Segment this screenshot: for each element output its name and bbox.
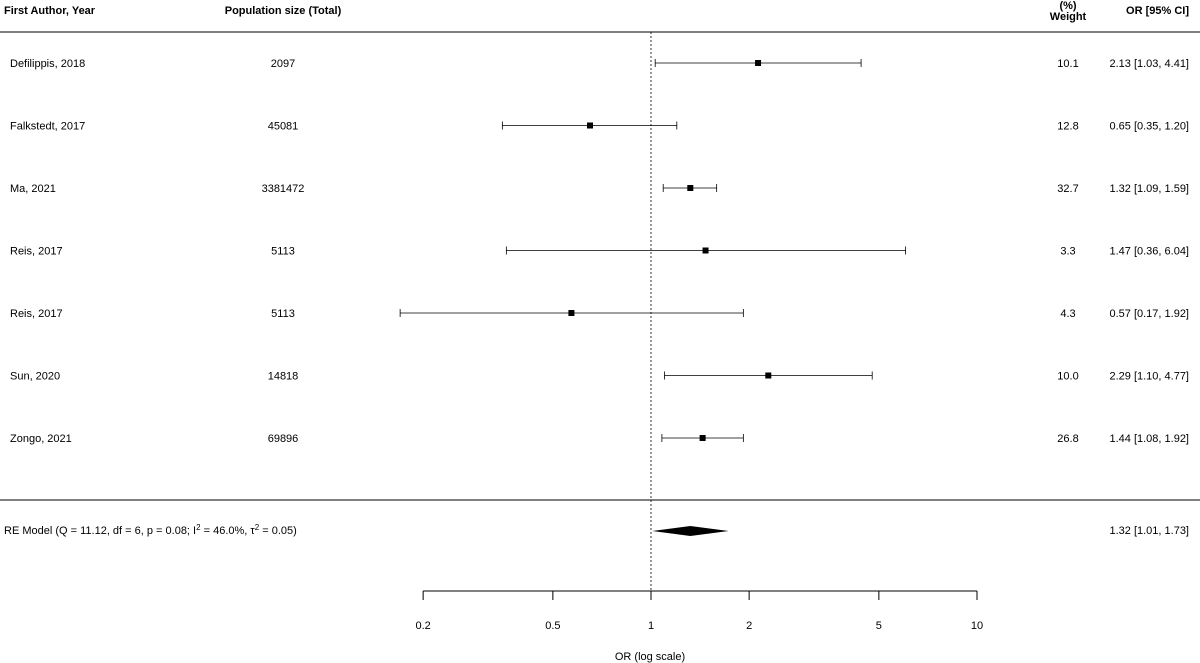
summary-ci: 1.32 [1.01, 1.73] <box>1109 525 1189 537</box>
study-label: Zongo, 2021 <box>10 433 72 445</box>
study-label: Falkstedt, 2017 <box>10 121 85 133</box>
study-population: 3381472 <box>262 183 305 195</box>
study-ci: 1.44 [1.08, 1.92] <box>1109 433 1189 445</box>
point-estimate <box>699 435 706 441</box>
study-weight: 12.8 <box>1057 121 1078 133</box>
header-weight-pct: (%) <box>1059 0 1076 12</box>
study-label: Reis, 2017 <box>10 246 63 258</box>
header-weight: Weight <box>1050 11 1087 23</box>
study-ci: 2.29 [1.10, 4.77] <box>1109 371 1189 383</box>
study-population: 2097 <box>271 58 295 70</box>
study-label: Reis, 2017 <box>10 308 63 320</box>
study-ci: 0.57 [0.17, 1.92] <box>1109 308 1189 320</box>
study-weight: 3.3 <box>1060 246 1075 258</box>
study-weight: 10.1 <box>1057 58 1078 70</box>
point-estimate <box>702 247 709 254</box>
study-population: 5113 <box>271 308 295 320</box>
study-row: Defilippis, 2018 2097 10.1 2.13 [1.03, 4.41… <box>10 58 1189 70</box>
study-row: Ma, 2021 3381472 32.7 1.32 [1.09, 1.59] <box>10 183 1189 195</box>
study-weight: 4.3 <box>1060 308 1075 320</box>
point-estimate <box>687 185 694 191</box>
study-population: 69896 <box>268 433 299 445</box>
point-estimate <box>765 372 772 379</box>
study-row: Falkstedt, 2017 45081 12.8 0.65 [0.35, 1.20… <box>10 121 1189 133</box>
study-weight: 32.7 <box>1057 183 1078 195</box>
study-weight: 10.0 <box>1057 371 1078 383</box>
study-row: Reis, 2017 5113 3.3 1.47 [0.36, 6.04] <box>10 246 1189 258</box>
study-ci: 1.47 [0.36, 6.04] <box>1109 246 1189 258</box>
summary-label: RE Model (Q = 11.12, df = 6, p = 0.08; I… <box>4 523 297 537</box>
point-estimate <box>755 60 762 66</box>
x-tick-label: 0.2 <box>415 620 430 632</box>
x-tick-label: 2 <box>746 620 752 632</box>
study-population: 45081 <box>268 121 299 133</box>
study-ci: 0.65 [0.35, 1.20] <box>1109 121 1189 133</box>
point-estimate <box>587 122 594 129</box>
x-axis-label: OR (log scale) <box>615 651 685 663</box>
summary-diamond <box>652 526 729 536</box>
study-ci: 1.32 [1.09, 1.59] <box>1109 183 1189 195</box>
header-study: First Author, Year <box>4 5 96 17</box>
study-label: Defilippis, 2018 <box>10 58 85 70</box>
study-ci: 2.13 [1.03, 4.41] <box>1109 58 1189 70</box>
study-label: Sun, 2020 <box>10 371 60 383</box>
x-tick-label: 10 <box>971 620 983 632</box>
x-tick-label: 5 <box>876 620 882 632</box>
x-tick-label: 1 <box>648 620 654 632</box>
study-label: Ma, 2021 <box>10 183 56 195</box>
study-row: Reis, 2017 5113 4.3 0.57 [0.17, 1.92] <box>10 308 1189 320</box>
study-row: Zongo, 2021 69896 26.8 1.44 [1.08, 1.92] <box>10 433 1189 445</box>
point-estimate <box>568 310 575 316</box>
study-population: 5113 <box>271 246 295 258</box>
x-tick-label: 0.5 <box>545 620 560 632</box>
header-ci: OR [95% CI] <box>1126 5 1189 17</box>
study-rows: Defilippis, 2018 2097 10.1 2.13 [1.03, 4.41… <box>10 58 1189 445</box>
header-population: Population size (Total) <box>225 5 342 17</box>
study-row: Sun, 2020 14818 10.0 2.29 [1.10, 4.77] <box>10 371 1189 383</box>
study-population: 14818 <box>268 371 299 383</box>
x-axis: 0.2 0.5 1 2 5 10 <box>415 590 983 632</box>
study-weight: 26.8 <box>1057 433 1078 445</box>
